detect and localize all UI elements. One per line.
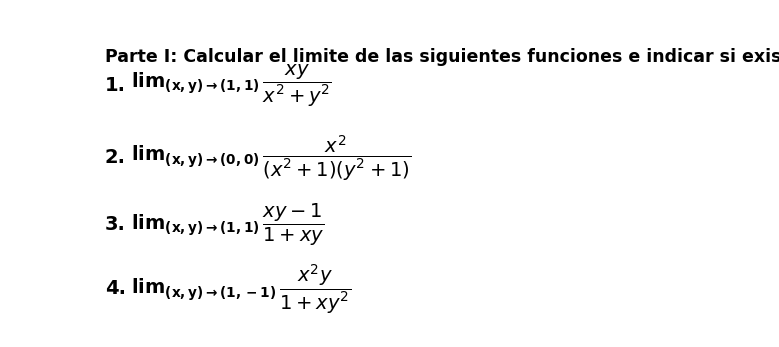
Text: $\mathbf{lim}_{\mathbf{(x,y)\rightarrow(1,-1)}}\,\dfrac{x^2y}{1+xy^2}$: $\mathbf{lim}_{\mathbf{(x,y)\rightarrow(… (131, 262, 351, 315)
Text: Parte I: Calcular el limite de las siguientes funciones e indicar si existe o no: Parte I: Calcular el limite de las sigui… (104, 48, 779, 66)
Text: 4.: 4. (104, 279, 125, 298)
Text: 1.: 1. (104, 76, 125, 95)
Text: $\mathbf{lim}_{\mathbf{(x,y)\rightarrow(0,0)}}\,\dfrac{x^2}{(x^2+1)(y^2+1)}$: $\mathbf{lim}_{\mathbf{(x,y)\rightarrow(… (131, 133, 411, 183)
Text: $\mathbf{lim}_{\mathbf{(x,y)\rightarrow(1,1)}}\,\dfrac{xy-1}{1+xy}$: $\mathbf{lim}_{\mathbf{(x,y)\rightarrow(… (131, 202, 324, 248)
Text: 3.: 3. (104, 215, 125, 234)
Text: 2.: 2. (104, 149, 125, 167)
Text: $\mathbf{lim}_{\mathbf{(x,y)\rightarrow(1,1)}}\,\dfrac{xy}{x^2+y^2}$: $\mathbf{lim}_{\mathbf{(x,y)\rightarrow(… (131, 62, 332, 109)
